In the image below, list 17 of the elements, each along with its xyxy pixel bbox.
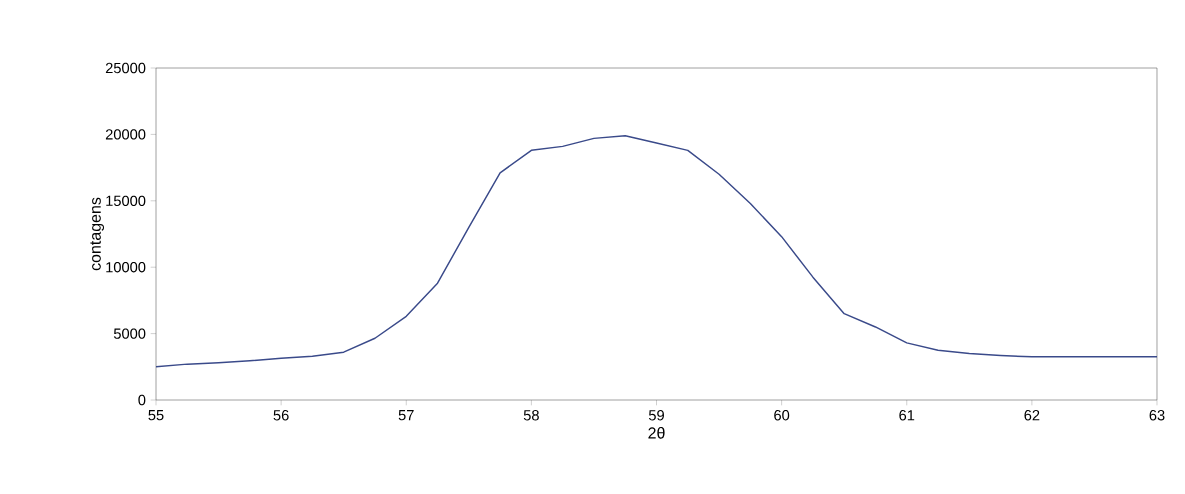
x-axis-title: 2θ [648,426,665,439]
x-tick-label: 57 [398,410,414,421]
x-tick-label: 59 [648,410,664,421]
y-tick-label: 15000 [106,195,146,206]
x-tick-label: 58 [523,410,539,421]
x-tick-label: 56 [273,410,289,421]
y-tick-label: 20000 [105,129,146,140]
y-tick-label: 10000 [106,262,146,273]
x-tick-label: 61 [899,410,915,421]
y-tick-label: 25000 [105,62,146,74]
x-tick-label: 60 [774,410,790,421]
x-tick-label: 55 [148,410,164,421]
x-tick-label: 63 [1149,410,1165,421]
x-tick-label: 62 [1024,410,1040,421]
y-axis-title: contagens [90,197,105,271]
y-tick-label: 0 [138,394,146,406]
y-tick-label: 5000 [113,328,146,339]
